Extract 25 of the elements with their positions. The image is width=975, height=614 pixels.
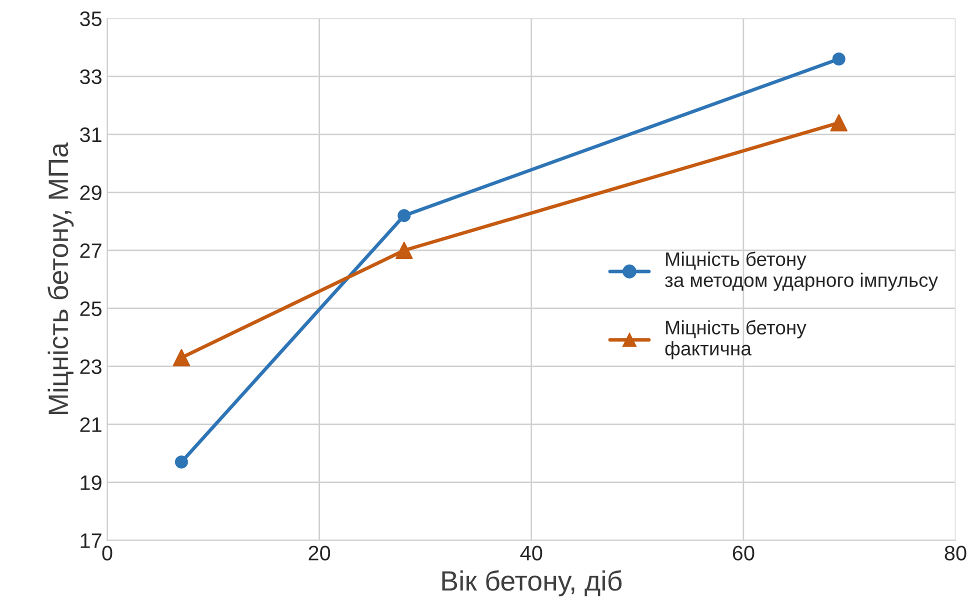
- x-tick-label: 40: [520, 546, 542, 560]
- x-tick-label: 80: [944, 546, 966, 560]
- y-axis-title: Міцність бетону, МПа: [48, 142, 74, 414]
- y-tick-label: 19: [80, 475, 102, 490]
- point: [832, 52, 846, 66]
- point: [396, 242, 413, 259]
- y-tick-label: 21: [80, 417, 102, 432]
- point: [398, 209, 411, 222]
- x-tick-label: 60: [732, 546, 754, 560]
- point: [172, 349, 190, 366]
- y-tick-label: 31: [80, 127, 102, 142]
- legend-label: Міцність бетону за методом ударного імпульсу: [664, 252, 938, 291]
- point: [174, 456, 188, 469]
- y-tick-label: 35: [80, 11, 102, 26]
- x-tick-label: 0: [102, 546, 112, 560]
- y-tick-label: 17: [80, 534, 102, 548]
- point: [830, 114, 848, 132]
- legend-label: Міцність бетону фактична: [665, 320, 806, 360]
- y-tick-label: 27: [80, 243, 102, 258]
- y-tick-label: 33: [80, 69, 102, 84]
- y-tick-label: 29: [80, 185, 102, 200]
- x-tick-label: 20: [308, 546, 330, 560]
- y-tick-label: 25: [80, 301, 102, 316]
- y-tick-label: 23: [80, 359, 102, 374]
- x-axis-title: Вік бетону, діб: [442, 570, 622, 596]
